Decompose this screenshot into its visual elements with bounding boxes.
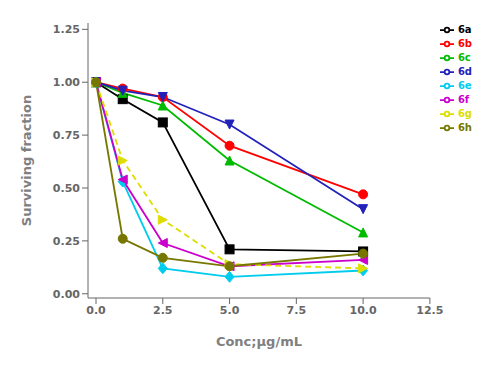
svg-text:7.5: 7.5	[287, 304, 307, 317]
html-text:6d: 6d	[457, 66, 472, 77]
html-text:6g: 6g	[457, 108, 472, 119]
html-text:6f: 6f	[457, 94, 470, 105]
svg-text:10.0: 10.0	[350, 304, 377, 317]
svg-text:0.25: 0.25	[53, 235, 80, 248]
html-text:6h: 6h	[457, 122, 472, 133]
svg-text:12.5: 12.5	[416, 304, 443, 317]
svg-text:1.25: 1.25	[53, 23, 80, 36]
svg-text:Conc;μg/mL: Conc;μg/mL	[216, 334, 302, 349]
svg-text:5.0: 5.0	[220, 304, 240, 317]
svg-text:Surviving fraction: Surviving fraction	[19, 95, 34, 226]
svg-text:0.00: 0.00	[53, 288, 80, 301]
svg-text:0.50: 0.50	[53, 182, 80, 195]
html-text:6e: 6e	[457, 80, 472, 91]
html-text:6c: 6c	[457, 52, 471, 63]
html-text:6b: 6b	[457, 38, 472, 49]
svg-text:0.75: 0.75	[53, 129, 80, 142]
svg-text:0.0: 0.0	[86, 304, 106, 317]
svg-text:1.00: 1.00	[53, 76, 80, 89]
html-text:6a: 6a	[457, 24, 472, 35]
svg-text:2.5: 2.5	[153, 304, 173, 317]
